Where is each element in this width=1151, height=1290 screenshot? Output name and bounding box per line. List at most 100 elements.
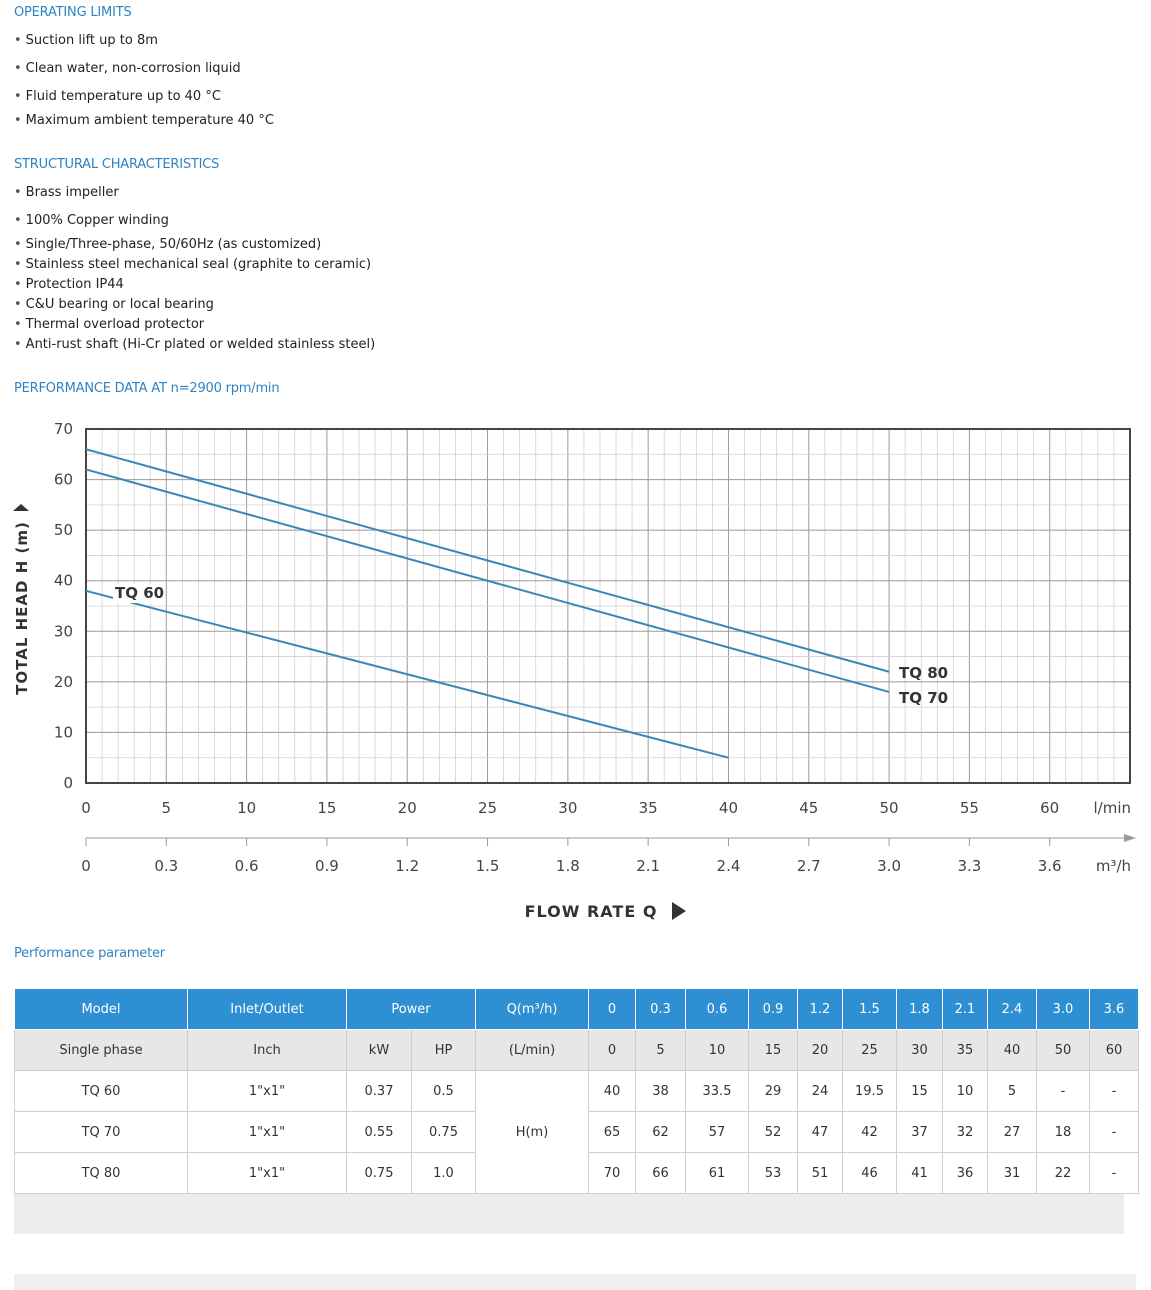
operating-limit-text: Fluid temperature up to 40 °C <box>25 89 221 104</box>
bullet-icon: • <box>14 213 22 228</box>
series-label: TQ 80 <box>899 664 948 682</box>
table-footer-band <box>14 1194 1124 1234</box>
bullet-icon: • <box>14 113 22 128</box>
structural-text: Single/Three-phase, 50/60Hz (as customiz… <box>25 237 322 252</box>
header-flow-value: 2.4 <box>987 988 1037 1030</box>
table-header-row: Model Inlet/Outlet Power Q(m³/h) 0 0.3 0.6 0.9 1… <box>14 988 1139 1030</box>
header-flow-value: 3.0 <box>1036 988 1090 1030</box>
head-value-cell: 37 <box>896 1111 943 1153</box>
structural-text: Anti-rust shaft (Hi-Cr plated or welded … <box>25 337 376 352</box>
header-flow-value: 3.6 <box>1089 988 1139 1030</box>
head-value-cell: 38 <box>635 1070 686 1112</box>
model-cell: TQ 70 <box>14 1111 188 1153</box>
bullet-icon: • <box>14 185 22 200</box>
x-tick-label-lmin: 5 <box>162 799 172 817</box>
subheader-cell: 50 <box>1036 1029 1090 1071</box>
head-value-cell: 19.5 <box>842 1070 897 1112</box>
table-subheader-row: Single phase Inch kW HP (L/min) 0 5 10 15 20 25 30 3… <box>14 1029 1139 1071</box>
subheader-cell: (L/min) <box>475 1029 589 1071</box>
table-row: TQ 80 1"x1" 0.75 1.0 70 66 61 53 51 46 41 36 31 22- <box>14 1152 1139 1194</box>
operating-limit-text: Suction lift up to 8m <box>25 33 158 48</box>
x-axis-arrow-icon <box>672 902 686 920</box>
head-value-cell: 46 <box>842 1152 897 1194</box>
head-value-cell: 22 <box>1036 1152 1090 1194</box>
x-tick-label-m3h: 2.4 <box>717 857 741 875</box>
operating-limit-item: • Fluid temperature up to 40 °C <box>14 89 221 104</box>
x-tick-label-lmin: 50 <box>880 799 899 817</box>
head-value-cell: 57 <box>685 1111 749 1153</box>
subheader-cell: Inch <box>187 1029 347 1071</box>
head-value-cell: 41 <box>896 1152 943 1194</box>
head-value-cell: 42 <box>842 1111 897 1153</box>
y-tick-label: 40 <box>54 572 73 590</box>
x-tick-label-lmin: 40 <box>719 799 738 817</box>
header-flow-value: 0.9 <box>748 988 798 1030</box>
structural-item: • Brass impeller <box>14 185 119 200</box>
table-row: TQ 60 1"x1" 0.37 0.5 H(m) 40 38 33.5 29 24 19.5 15 1… <box>14 1070 1139 1194</box>
structural-text: Brass impeller <box>25 185 119 200</box>
operating-limit-text: Clean water, non-corrosion liquid <box>25 61 241 76</box>
subheader-cell: HP <box>411 1029 476 1071</box>
model-cell: TQ 60 <box>14 1070 188 1112</box>
head-value-cell: 51 <box>797 1152 843 1194</box>
head-value-cell: 70 <box>588 1152 636 1194</box>
series-label-background <box>113 584 163 603</box>
x-tick-label-m3h: 0.9 <box>315 857 339 875</box>
x-tick-label-lmin: 60 <box>1040 799 1059 817</box>
structural-heading: STRUCTURAL CHARACTERISTICS <box>14 157 220 172</box>
head-value-cell: 65 <box>588 1111 636 1153</box>
x-tick-label-m3h: 0.6 <box>235 857 259 875</box>
bullet-icon: • <box>14 257 22 272</box>
y-axis-arrow-icon <box>13 504 29 511</box>
bullet-icon: • <box>14 277 22 292</box>
operating-limit-item: • Clean water, non-corrosion liquid <box>14 61 241 76</box>
x-unit-lmin: l/min <box>1093 799 1131 817</box>
y-tick-label: 30 <box>54 622 73 640</box>
performance-heading: PERFORMANCE DATA AT n=2900 rpm/min <box>14 381 280 396</box>
x-tick-label-m3h: 2.7 <box>797 857 821 875</box>
operating-limit-item: • Maximum ambient temperature 40 °C <box>14 113 274 128</box>
head-value-cell: 15 <box>896 1070 943 1112</box>
structural-item: • Protection IP44 <box>14 277 124 292</box>
header-flow-value: 0.6 <box>685 988 749 1030</box>
header-flow-value: 1.2 <box>797 988 843 1030</box>
subheader-cell: 0 <box>588 1029 636 1071</box>
header-flow-value: 1.5 <box>842 988 897 1030</box>
series-label: TQ 60 <box>115 584 164 602</box>
operating-limit-item: • Suction lift up to 8m <box>14 33 158 48</box>
subheader-cell: 20 <box>797 1029 843 1071</box>
x-tick-label-m3h: 3.0 <box>877 857 901 875</box>
x-tick-label-m3h: 1.2 <box>395 857 419 875</box>
bullet-icon: • <box>14 237 22 252</box>
y-tick-label: 50 <box>54 521 73 539</box>
subheader-cell: 25 <box>842 1029 897 1071</box>
inlet-cell: 1"x1" <box>187 1111 347 1153</box>
x-tick-label-lmin: 10 <box>237 799 256 817</box>
inlet-cell: 1"x1" <box>187 1152 347 1194</box>
hp-cell: 1.0 <box>411 1152 476 1194</box>
model-cell: TQ 80 <box>14 1152 188 1194</box>
performance-table: Model Inlet/Outlet Power Q(m³/h) 0 0.3 0.6 0.9 1… <box>14 988 1139 1194</box>
subheader-cell: kW <box>346 1029 412 1071</box>
y-tick-label: 60 <box>54 471 73 489</box>
x-tick-label-lmin: 20 <box>398 799 417 817</box>
head-value-cell: 61 <box>685 1152 749 1194</box>
y-tick-label: 20 <box>54 673 73 691</box>
subheader-cell: 10 <box>685 1029 749 1071</box>
structural-item: • Anti-rust shaft (Hi-Cr plated or welded… <box>14 337 375 352</box>
subheader-cell: 30 <box>896 1029 943 1071</box>
subheader-cell: 5 <box>635 1029 686 1071</box>
head-value-cell: - <box>1089 1111 1139 1153</box>
subheader-cell: 60 <box>1089 1029 1139 1071</box>
x-tick-label-lmin: 35 <box>639 799 658 817</box>
header-model: Model <box>14 988 188 1030</box>
kw-cell: 0.55 <box>346 1111 412 1153</box>
head-value-cell: 31 <box>987 1152 1037 1194</box>
header-flow-value: 1.8 <box>896 988 943 1030</box>
header-power: Power <box>346 988 476 1030</box>
y-tick-label: 0 <box>63 774 73 792</box>
y-tick-label: 10 <box>54 723 73 741</box>
operating-limit-text: Maximum ambient temperature 40 °C <box>25 113 274 128</box>
head-value-cell: - <box>1036 1070 1090 1112</box>
x-tick-label-lmin: 30 <box>558 799 577 817</box>
